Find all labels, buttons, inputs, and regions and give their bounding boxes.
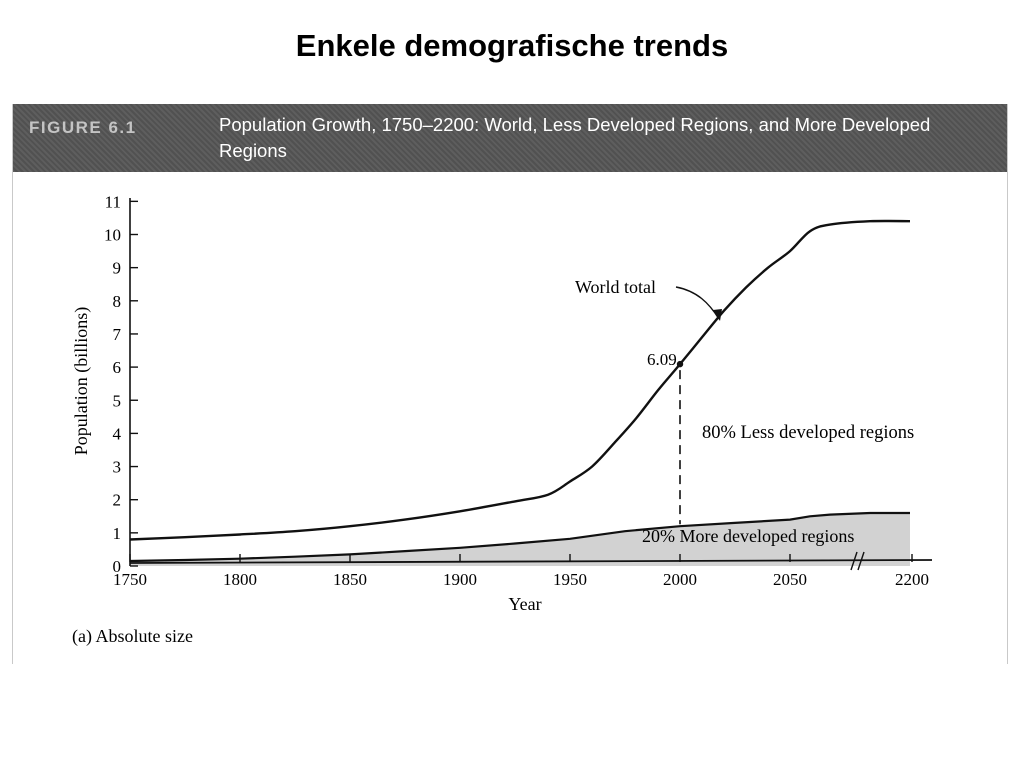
figure-label: FIGURE 6.1 bbox=[29, 118, 137, 137]
world-2000-marker bbox=[676, 360, 684, 368]
figure-title: Population Growth, 1750–2200: World, Les… bbox=[219, 114, 931, 161]
y-tick-label: 1 bbox=[113, 524, 122, 543]
less-developed-label: 80% Less developed regions bbox=[702, 423, 914, 443]
more-developed-line bbox=[129, 511, 910, 563]
axis-break-mark bbox=[857, 551, 865, 571]
more-developed-area bbox=[130, 513, 910, 566]
figure-header: FIGURE 6.1 Population Growth, 1750–2200:… bbox=[13, 104, 1007, 172]
y-tick-label: 4 bbox=[113, 424, 122, 443]
world-total-line bbox=[129, 219, 911, 541]
slide-title: Enkele demografische trends bbox=[295, 28, 729, 63]
y-tick-label: 7 bbox=[113, 325, 122, 344]
figure-panel: FIGURE 6.1 Population Growth, 1750–2200:… bbox=[12, 104, 1008, 664]
value-2000-label: 6.09 bbox=[647, 350, 677, 369]
x-tick-label: 1900 bbox=[443, 570, 477, 589]
y-tick-label: 3 bbox=[113, 458, 122, 477]
x-tick-label: 1850 bbox=[333, 570, 367, 589]
x-tick-label: 1750 bbox=[113, 570, 147, 589]
y-axis-label: Population (billions) bbox=[71, 307, 92, 456]
x-tick-label: 1800 bbox=[223, 570, 257, 589]
world-total-arrowhead bbox=[713, 309, 722, 321]
y-tick-label: 0 bbox=[113, 557, 122, 576]
x-axis-line bbox=[129, 559, 933, 564]
more-developed-label: 20% More developed regions bbox=[642, 526, 854, 546]
y-tick-label: 5 bbox=[113, 391, 122, 410]
y-tick-label: 6 bbox=[113, 358, 122, 377]
y-tick-label: 10 bbox=[104, 226, 121, 245]
world-total-label: World total bbox=[575, 277, 656, 297]
x-tick-label: 2050 bbox=[773, 570, 807, 589]
figure-caption: (a) Absolute size bbox=[72, 626, 193, 647]
x-tick-label: 2200 bbox=[895, 570, 929, 589]
world-total-pointer bbox=[675, 286, 720, 320]
x-tick-label: 2000 bbox=[663, 570, 697, 589]
y-tick-label: 9 bbox=[113, 259, 122, 278]
x-tick-label: 1950 bbox=[553, 570, 587, 589]
y-tick-label: 11 bbox=[105, 192, 121, 211]
x-axis-label: Year bbox=[508, 594, 541, 614]
axis-break-mark bbox=[850, 551, 858, 571]
y-tick-label: 2 bbox=[113, 491, 122, 510]
y-tick-label: 8 bbox=[113, 292, 122, 311]
